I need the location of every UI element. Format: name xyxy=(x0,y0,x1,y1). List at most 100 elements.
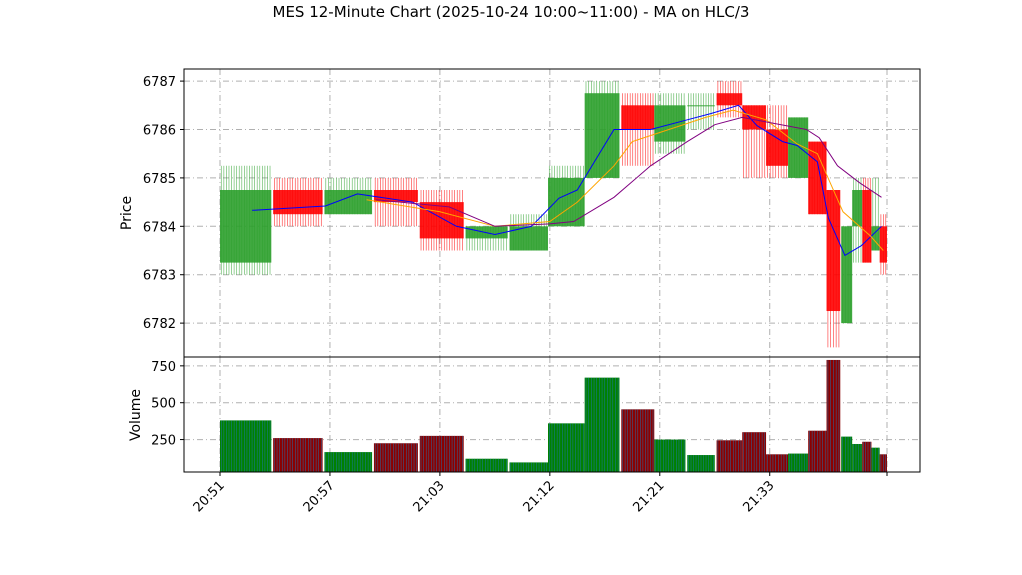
candle-down xyxy=(373,177,418,227)
moving-average-line xyxy=(366,109,884,251)
volume-tick-label: 750 xyxy=(151,360,176,375)
volume-bar xyxy=(584,377,620,472)
moving-average-line xyxy=(252,104,882,257)
candle-up xyxy=(687,93,715,130)
volume-bar-fill xyxy=(841,436,853,472)
candle-up xyxy=(324,177,373,215)
candle-body xyxy=(841,226,853,324)
moving-average-line xyxy=(375,116,882,227)
volume-bar xyxy=(465,458,508,472)
candle-body xyxy=(621,105,655,130)
volume-bar-fill xyxy=(220,420,272,472)
volume-bars xyxy=(220,359,887,472)
candle-body xyxy=(716,93,743,106)
volume-axis-label: Volume xyxy=(128,389,144,441)
volume-bar xyxy=(548,423,585,472)
candle-up xyxy=(220,165,272,275)
candle-body xyxy=(742,105,767,130)
candle-body xyxy=(766,129,789,166)
volume-bar xyxy=(808,430,827,472)
x-tick-label: 21:03 xyxy=(411,478,448,515)
volume-bar xyxy=(621,409,655,472)
candle-body xyxy=(373,190,418,203)
candle-down xyxy=(826,190,841,348)
x-tick-label: 21:12 xyxy=(521,478,558,515)
price-tick-label: 6782 xyxy=(143,317,176,332)
price-tick-label: 6783 xyxy=(143,269,176,284)
candle-body xyxy=(788,117,809,178)
volume-bar xyxy=(871,447,880,472)
volume-panel-frame xyxy=(183,356,921,473)
candle-down xyxy=(808,141,827,215)
candle-down xyxy=(273,177,323,227)
candle-body xyxy=(584,93,620,178)
price-tick-label: 6785 xyxy=(143,172,176,187)
volume-y-axis: 250 500 750 xyxy=(151,360,184,449)
candle-body xyxy=(509,226,549,251)
volume-bar xyxy=(852,443,863,472)
candlesticks xyxy=(220,81,887,348)
volume-bar xyxy=(788,453,809,472)
volume-bar xyxy=(742,432,767,472)
x-tick-label: 21:33 xyxy=(740,478,777,515)
volume-bar xyxy=(324,452,373,472)
volume-bar xyxy=(273,438,323,472)
chart-title: MES 12-Minute Chart (2025-10-24 10:00~11… xyxy=(273,3,750,21)
candle-down xyxy=(419,190,464,251)
x-tick-label: 21:21 xyxy=(631,478,668,515)
volume-bar xyxy=(654,439,686,472)
candle-body xyxy=(220,190,272,263)
candle-body xyxy=(808,141,827,215)
candle-up xyxy=(509,214,549,251)
candle-down xyxy=(742,105,767,178)
candle-up xyxy=(548,165,585,227)
volume-bar xyxy=(419,435,464,472)
price-tick-label: 6787 xyxy=(143,75,176,90)
price-axis-label: Price xyxy=(119,196,135,230)
candle-body xyxy=(324,190,373,215)
candle-up xyxy=(852,177,863,263)
moving-average-lines xyxy=(252,104,884,257)
candle-down xyxy=(766,105,789,178)
candle-body xyxy=(862,190,872,263)
volume-bar xyxy=(509,462,549,472)
volume-bar xyxy=(716,440,743,472)
volume-bar xyxy=(373,443,418,472)
volume-bar xyxy=(826,359,841,472)
candle-up xyxy=(871,177,880,251)
volume-bar-fill xyxy=(852,443,863,472)
volume-tick-label: 500 xyxy=(151,397,176,412)
volume-bar xyxy=(862,441,872,472)
candle-up xyxy=(841,226,853,324)
volume-bar xyxy=(841,436,853,472)
candle-up xyxy=(654,93,686,154)
price-tick-label: 6786 xyxy=(143,124,176,139)
candle-body xyxy=(687,105,715,107)
volume-bar xyxy=(687,455,715,472)
candle-body xyxy=(826,190,841,312)
volume-bar xyxy=(879,454,887,472)
candle-body xyxy=(852,190,863,227)
candle-body xyxy=(871,226,880,251)
price-y-axis: 6782 6783 6784 6785 6786 6787 xyxy=(143,75,184,332)
candle-body xyxy=(879,226,887,263)
candle-body xyxy=(654,105,686,142)
volume-bar-fill xyxy=(324,452,373,472)
volume-bar-fill xyxy=(716,440,743,472)
volume-bar-fill xyxy=(548,423,585,472)
x-axis: 20:51 20:57 21:03 21:12 21:21 21:33 xyxy=(191,472,888,515)
volume-bar-fill xyxy=(465,458,508,472)
volume-bar xyxy=(766,454,789,472)
x-tick-label: 20:51 xyxy=(191,478,228,515)
price-tick-label: 6784 xyxy=(143,220,176,235)
volume-bar xyxy=(220,420,272,472)
candle-body xyxy=(419,202,464,239)
candle-body xyxy=(273,190,323,215)
candle-down xyxy=(862,177,872,263)
volume-bar-fill xyxy=(788,453,809,472)
candle-down xyxy=(879,214,887,275)
volume-bar-fill xyxy=(654,439,686,472)
volume-bar-fill xyxy=(766,454,789,472)
volume-bar-fill xyxy=(862,441,872,472)
